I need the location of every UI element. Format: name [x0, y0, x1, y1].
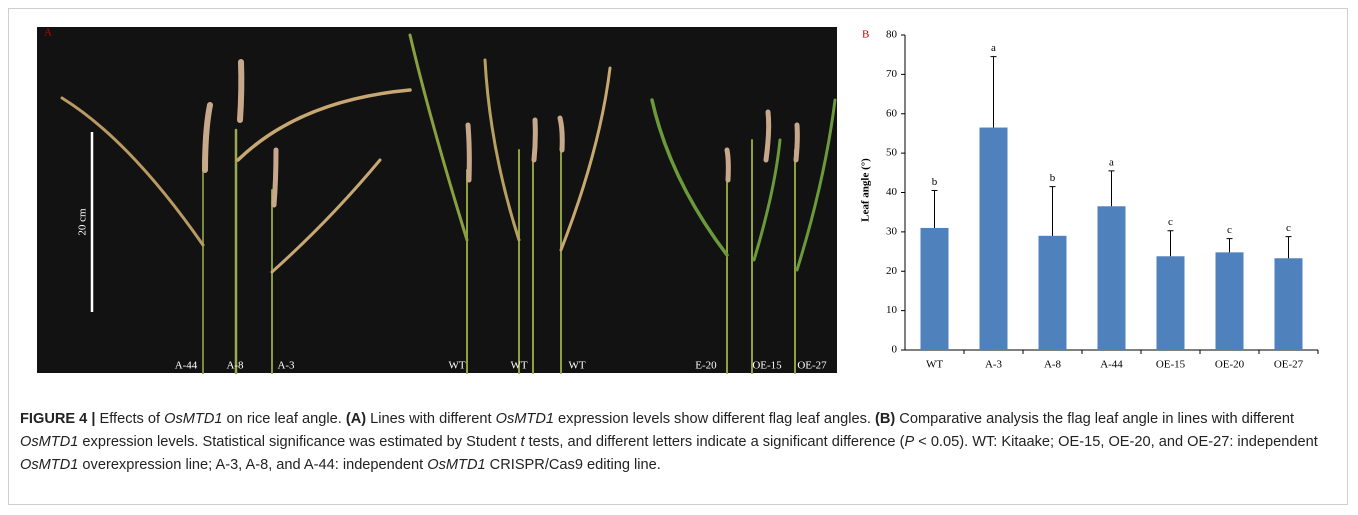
bar — [1038, 235, 1067, 350]
bar — [1156, 256, 1185, 350]
photo — [37, 27, 837, 373]
significance-letter: c — [1168, 216, 1173, 228]
bar — [1274, 258, 1303, 350]
caption-run: OsMTD1 — [164, 411, 223, 427]
caption-run: OsMTD1 — [20, 434, 79, 450]
x-tick-label: OE-27 — [1274, 359, 1304, 371]
plant-label: OE-27 — [797, 360, 827, 372]
x-tick-label: A-3 — [985, 359, 1003, 371]
panel-label: A — [44, 27, 52, 39]
significance-letter: a — [991, 42, 996, 54]
caption-run: Effects of — [99, 411, 165, 427]
caption-run: t — [520, 434, 525, 450]
error-bar — [1226, 238, 1233, 253]
caption-run: tests, and different letters indicate a … — [524, 434, 905, 450]
y-axis-label: Leaf angle (°) — [860, 158, 872, 222]
scale-label: 20 cm — [77, 208, 89, 236]
plants — [60, 33, 837, 375]
significance-letter: c — [1286, 222, 1291, 234]
y-tick-label: 10 — [886, 304, 898, 316]
caption: FIGURE 4 | Effects of OsMTD1 on rice lea… — [20, 408, 1345, 477]
y-tick-label: 80 — [886, 29, 898, 41]
caption-run: CRISPR/Cas9 editing line. — [485, 457, 661, 473]
caption-run: (A) — [345, 411, 367, 427]
panel-label: B — [862, 29, 869, 41]
caption-run: OsMTD1 — [427, 457, 486, 473]
significance-letter: a — [1109, 156, 1114, 168]
figure: A 20 cm B Leaf angle (°) A-44 A-8 A-3 WT WT W… — [37, 27, 1319, 375]
plant-label: A-44 — [175, 360, 198, 372]
bar — [920, 227, 949, 350]
significance-letter: b — [1050, 172, 1056, 184]
x-tick-label: A-44 — [1100, 359, 1123, 371]
y-tick-label: 60 — [886, 107, 898, 119]
figure-frame — [8, 8, 1348, 505]
caption-run: OsMTD1 — [20, 457, 79, 473]
bar — [1215, 252, 1244, 350]
bar — [979, 127, 1008, 350]
caption-run: (B) — [874, 411, 896, 427]
bar — [1097, 206, 1126, 350]
caption-run: FIGURE 4 | — [20, 411, 100, 427]
plant-label: WT — [448, 360, 465, 372]
plant-label: A-8 — [226, 360, 244, 372]
caption-run: Comparative analysis the flag leaf angle… — [895, 411, 1295, 427]
plant-label: WT — [510, 360, 527, 372]
plant-label: WT — [568, 360, 585, 372]
caption-run: overexpression line; A-3, A-8, and A-44:… — [78, 457, 428, 473]
y-tick-label: 50 — [886, 147, 898, 159]
caption-run: Lines with different — [366, 411, 496, 427]
significance-letter: c — [1227, 224, 1232, 236]
caption-run: expression levels. Statistical significa… — [78, 434, 521, 450]
caption-run: on rice leaf angle. — [222, 411, 346, 427]
significance-letter: b — [932, 176, 938, 188]
caption-run: < 0.05). WT: Kitaake; OE-15, OE-20, and … — [914, 434, 1318, 450]
error-bar — [990, 56, 997, 128]
x-tick-label: WT — [926, 359, 943, 371]
error-bar — [1108, 170, 1115, 207]
y-tick-label: 0 — [892, 344, 898, 356]
x-tick-label: OE-20 — [1215, 359, 1245, 371]
y-tick-label: 30 — [886, 225, 898, 237]
plant-label: A-3 — [277, 360, 295, 372]
plant-label: OE-15 — [752, 360, 782, 372]
y-tick-label: 40 — [886, 186, 898, 198]
x-tick-label: OE-15 — [1156, 359, 1186, 371]
error-bar — [1285, 236, 1292, 259]
error-bar — [931, 190, 938, 228]
y-tick-label: 20 — [886, 265, 898, 277]
error-bar — [1167, 230, 1174, 257]
y-tick-label: 70 — [886, 68, 898, 80]
error-bar — [1049, 186, 1056, 236]
caption-run: OsMTD1 — [495, 411, 554, 427]
plant-label: E-20 — [695, 360, 717, 372]
caption-run: P — [904, 434, 915, 450]
caption-run: expression levels show different flag le… — [554, 411, 875, 427]
x-tick-label: A-8 — [1044, 359, 1062, 371]
